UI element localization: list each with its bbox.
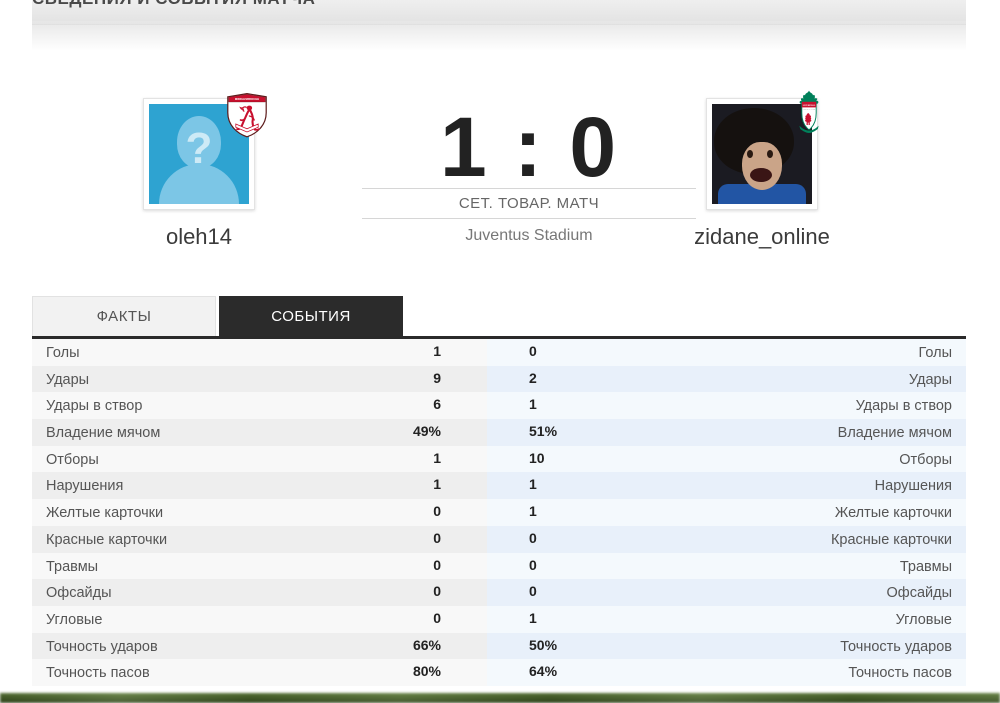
svg-text:LIVERPOOL: LIVERPOOL bbox=[803, 105, 816, 107]
svg-text:MIDDLESBROUGH: MIDDLESBROUGH bbox=[235, 97, 259, 101]
